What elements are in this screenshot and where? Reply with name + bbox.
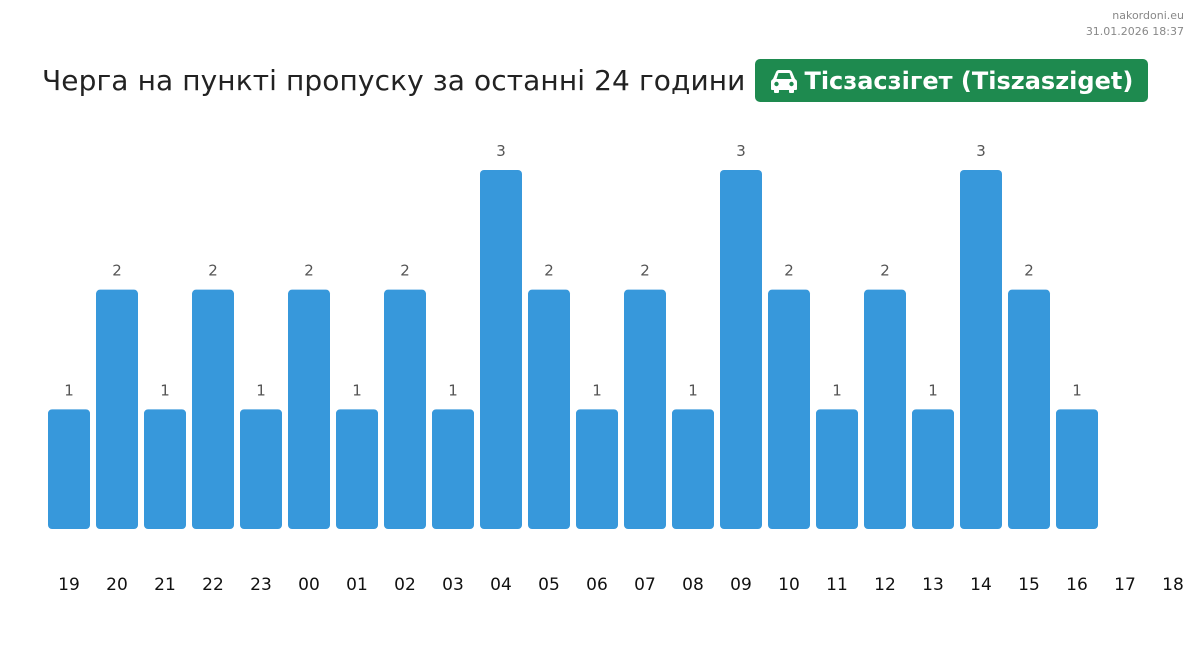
x-tick-23: 23	[250, 575, 272, 595]
x-tick-11: 11	[826, 575, 848, 595]
data-label-10: 2	[784, 262, 794, 280]
bar-05	[528, 289, 570, 529]
x-tick-16: 16	[1066, 575, 1088, 595]
data-label-19: 1	[64, 381, 74, 399]
car-icon	[771, 69, 798, 93]
data-label-11: 1	[832, 381, 842, 399]
watermark: nakordoni.eu 31.01.2026 18:37	[1086, 8, 1184, 40]
bar-16	[1056, 409, 1098, 529]
data-label-09: 3	[736, 142, 746, 160]
x-tick-21: 21	[154, 575, 176, 595]
x-tick-14: 14	[970, 575, 992, 595]
bar-21	[144, 409, 186, 529]
data-label-07: 2	[640, 262, 650, 280]
bar-15	[1008, 289, 1050, 529]
watermark-timestamp: 31.01.2026 18:37	[1085, 25, 1184, 38]
x-tick-04: 04	[490, 575, 512, 595]
bar-22	[192, 289, 234, 529]
x-tick-03: 03	[442, 575, 464, 595]
data-label-00: 2	[304, 262, 314, 280]
bar-08	[672, 409, 714, 529]
x-tick-06: 06	[586, 575, 608, 595]
x-tick-20: 20	[106, 575, 128, 595]
bar-04	[480, 170, 522, 529]
bar-02	[384, 289, 426, 529]
x-tick-18: 18	[1162, 575, 1184, 595]
bar-10	[768, 289, 810, 529]
border-crossing-badge[interactable]: Тісзасзігет (Tiszasziget)	[755, 59, 1149, 102]
bar-06	[576, 409, 618, 529]
x-tick-17: 17	[1114, 575, 1136, 595]
bar-00	[288, 289, 330, 529]
chart-header: Черга на пункті пропуску за останні 24 г…	[42, 59, 1149, 102]
data-label-20: 2	[112, 262, 122, 280]
bar-01	[336, 409, 378, 529]
bar-13	[912, 409, 954, 529]
bar-12	[864, 289, 906, 529]
data-label-12: 2	[880, 262, 890, 280]
data-label-21: 1	[160, 381, 170, 399]
bar-03	[432, 409, 474, 529]
x-tick-00: 00	[298, 575, 320, 595]
bar-23	[240, 409, 282, 529]
data-label-01: 1	[352, 381, 362, 399]
data-label-22: 2	[208, 262, 218, 280]
x-tick-22: 22	[202, 575, 224, 595]
watermark-site: nakordoni.eu	[1112, 9, 1184, 22]
bar-11	[816, 409, 858, 529]
x-tick-15: 15	[1018, 575, 1040, 595]
data-label-05: 2	[544, 262, 554, 280]
bar-07	[624, 289, 666, 529]
data-label-13: 1	[928, 381, 938, 399]
x-tick-08: 08	[682, 575, 704, 595]
x-tick-02: 02	[394, 575, 416, 595]
x-tick-10: 10	[778, 575, 800, 595]
data-label-14: 3	[976, 142, 986, 160]
bar-14	[960, 170, 1002, 529]
x-tick-07: 07	[634, 575, 656, 595]
bar-20	[96, 289, 138, 529]
data-label-02: 2	[400, 262, 410, 280]
border-crossing-name: Тісзасзігет (Tiszasziget)	[804, 66, 1134, 95]
x-tick-19: 19	[58, 575, 80, 595]
x-tick-13: 13	[922, 575, 944, 595]
data-label-16: 1	[1072, 381, 1082, 399]
data-label-06: 1	[592, 381, 602, 399]
data-label-08: 1	[688, 381, 698, 399]
bar-19	[48, 409, 90, 529]
x-tick-01: 01	[346, 575, 368, 595]
bar-09	[720, 170, 762, 529]
x-tick-09: 09	[730, 575, 752, 595]
x-tick-12: 12	[874, 575, 896, 595]
data-label-04: 3	[496, 142, 506, 160]
data-label-15: 2	[1024, 262, 1034, 280]
data-label-03: 1	[448, 381, 458, 399]
data-label-23: 1	[256, 381, 266, 399]
x-tick-05: 05	[538, 575, 560, 595]
chart-title: Черга на пункті пропуску за останні 24 г…	[42, 64, 746, 97]
